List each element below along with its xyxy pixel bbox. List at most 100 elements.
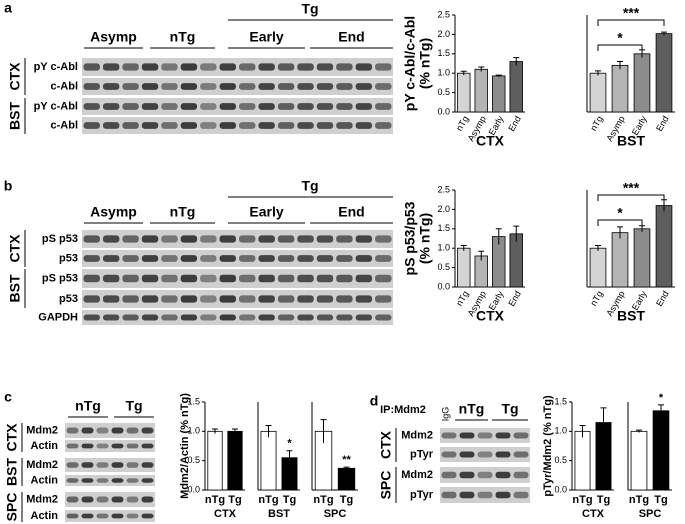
error-bar — [495, 228, 502, 245]
blot-band — [477, 432, 493, 439]
x-tick-label: Tg — [597, 494, 610, 506]
row-label: Mdm2 — [26, 493, 58, 505]
row-label: pTyr — [410, 489, 434, 501]
blot-band — [375, 63, 392, 71]
blot-band — [126, 478, 139, 483]
blot-band — [122, 255, 139, 262]
blot-band — [355, 122, 373, 129]
y-tick-label: 2.5 — [437, 9, 450, 19]
region-label: CTX — [378, 430, 394, 459]
x-tick-label: Tg — [283, 494, 296, 506]
blot-band — [126, 513, 139, 519]
x-tick-label: End — [506, 114, 523, 133]
blot-band — [355, 63, 373, 71]
blot-band — [200, 274, 217, 283]
bar — [457, 247, 471, 288]
row-label: pS p53 — [42, 272, 78, 284]
blot-band — [126, 462, 139, 468]
blot-band — [200, 295, 217, 303]
blot-band — [122, 295, 139, 303]
significance: *** — [623, 180, 640, 196]
blot-band — [336, 63, 353, 71]
blot-band — [316, 255, 334, 262]
y-tick-label: 0.0 — [437, 106, 450, 116]
blot-band — [180, 314, 198, 321]
group-label: Tg — [301, 178, 318, 194]
blot-band — [336, 103, 353, 110]
blot-strip — [82, 290, 393, 308]
bar — [630, 430, 648, 491]
blot-band — [200, 103, 217, 110]
bar — [492, 75, 506, 113]
bar — [611, 232, 629, 288]
row-label: Mdm2 — [401, 429, 433, 441]
blot-band — [141, 478, 154, 483]
blot-band — [141, 314, 159, 321]
blot-band — [96, 496, 109, 503]
blot-band — [141, 513, 154, 519]
y-tick-label: 1.5 — [437, 223, 450, 233]
bar — [611, 65, 629, 113]
blot-band — [66, 496, 79, 503]
panel-label: a — [4, 0, 12, 16]
blot-band — [258, 63, 275, 71]
bracket — [597, 19, 665, 26]
blot-band — [375, 103, 392, 110]
x-tick-label: Tg — [228, 494, 241, 506]
row-label: pS p53 — [42, 233, 78, 245]
bar — [633, 228, 651, 288]
blot-strip — [65, 475, 155, 486]
blot-band — [513, 432, 529, 439]
blot-band — [81, 427, 94, 434]
blot-band — [239, 103, 256, 110]
error-bar — [595, 70, 601, 76]
bar — [260, 430, 277, 491]
row-label: Mdm2 — [26, 459, 58, 471]
blot-band — [477, 491, 493, 499]
blot-band — [122, 274, 139, 283]
x-tick-label: nTg — [629, 494, 649, 506]
blot-band — [102, 103, 120, 110]
error-bar — [617, 226, 623, 239]
blot-band — [200, 63, 217, 71]
error-bar — [286, 450, 293, 465]
blot-band — [141, 496, 154, 503]
blot-band — [336, 235, 353, 243]
blot-band — [277, 83, 295, 90]
error-bar — [658, 404, 664, 417]
blot-band — [111, 513, 124, 519]
blot-strip — [65, 492, 155, 507]
x-tick-label: nTg — [572, 494, 592, 506]
y-axis-label: (% nTg) — [417, 38, 433, 89]
blot-band — [111, 462, 124, 468]
blot-band — [66, 478, 79, 483]
blot-band — [83, 63, 100, 71]
blot-band — [141, 443, 154, 449]
blot-band — [277, 103, 295, 110]
y-tick-label: 1.0 — [187, 426, 200, 436]
group-label: Tg — [301, 1, 318, 17]
blot-band — [355, 235, 373, 243]
blot-band — [200, 122, 217, 129]
blot-strip — [440, 447, 530, 462]
blot-band — [336, 83, 353, 90]
y-tick-label: 1.5 — [554, 396, 567, 406]
bar — [227, 430, 243, 491]
region-label: BST — [4, 458, 20, 486]
blot-band — [355, 83, 373, 90]
bar — [207, 430, 223, 491]
blot-band — [141, 274, 159, 283]
group-label: Early — [249, 204, 283, 220]
panel-label: d — [370, 393, 379, 409]
x-tick-label: nTg — [588, 289, 604, 307]
blot-band — [355, 255, 373, 262]
bar — [337, 467, 356, 491]
blot-band — [83, 295, 100, 303]
x-axis-label: CTX — [214, 508, 237, 520]
blot-band — [141, 427, 154, 434]
blot-band — [297, 314, 314, 321]
blot-band — [102, 122, 120, 129]
y-axis-label: pTyr/Mdm2 (% nTg) — [542, 395, 554, 497]
y-tick-label: 1.5 — [437, 48, 450, 58]
